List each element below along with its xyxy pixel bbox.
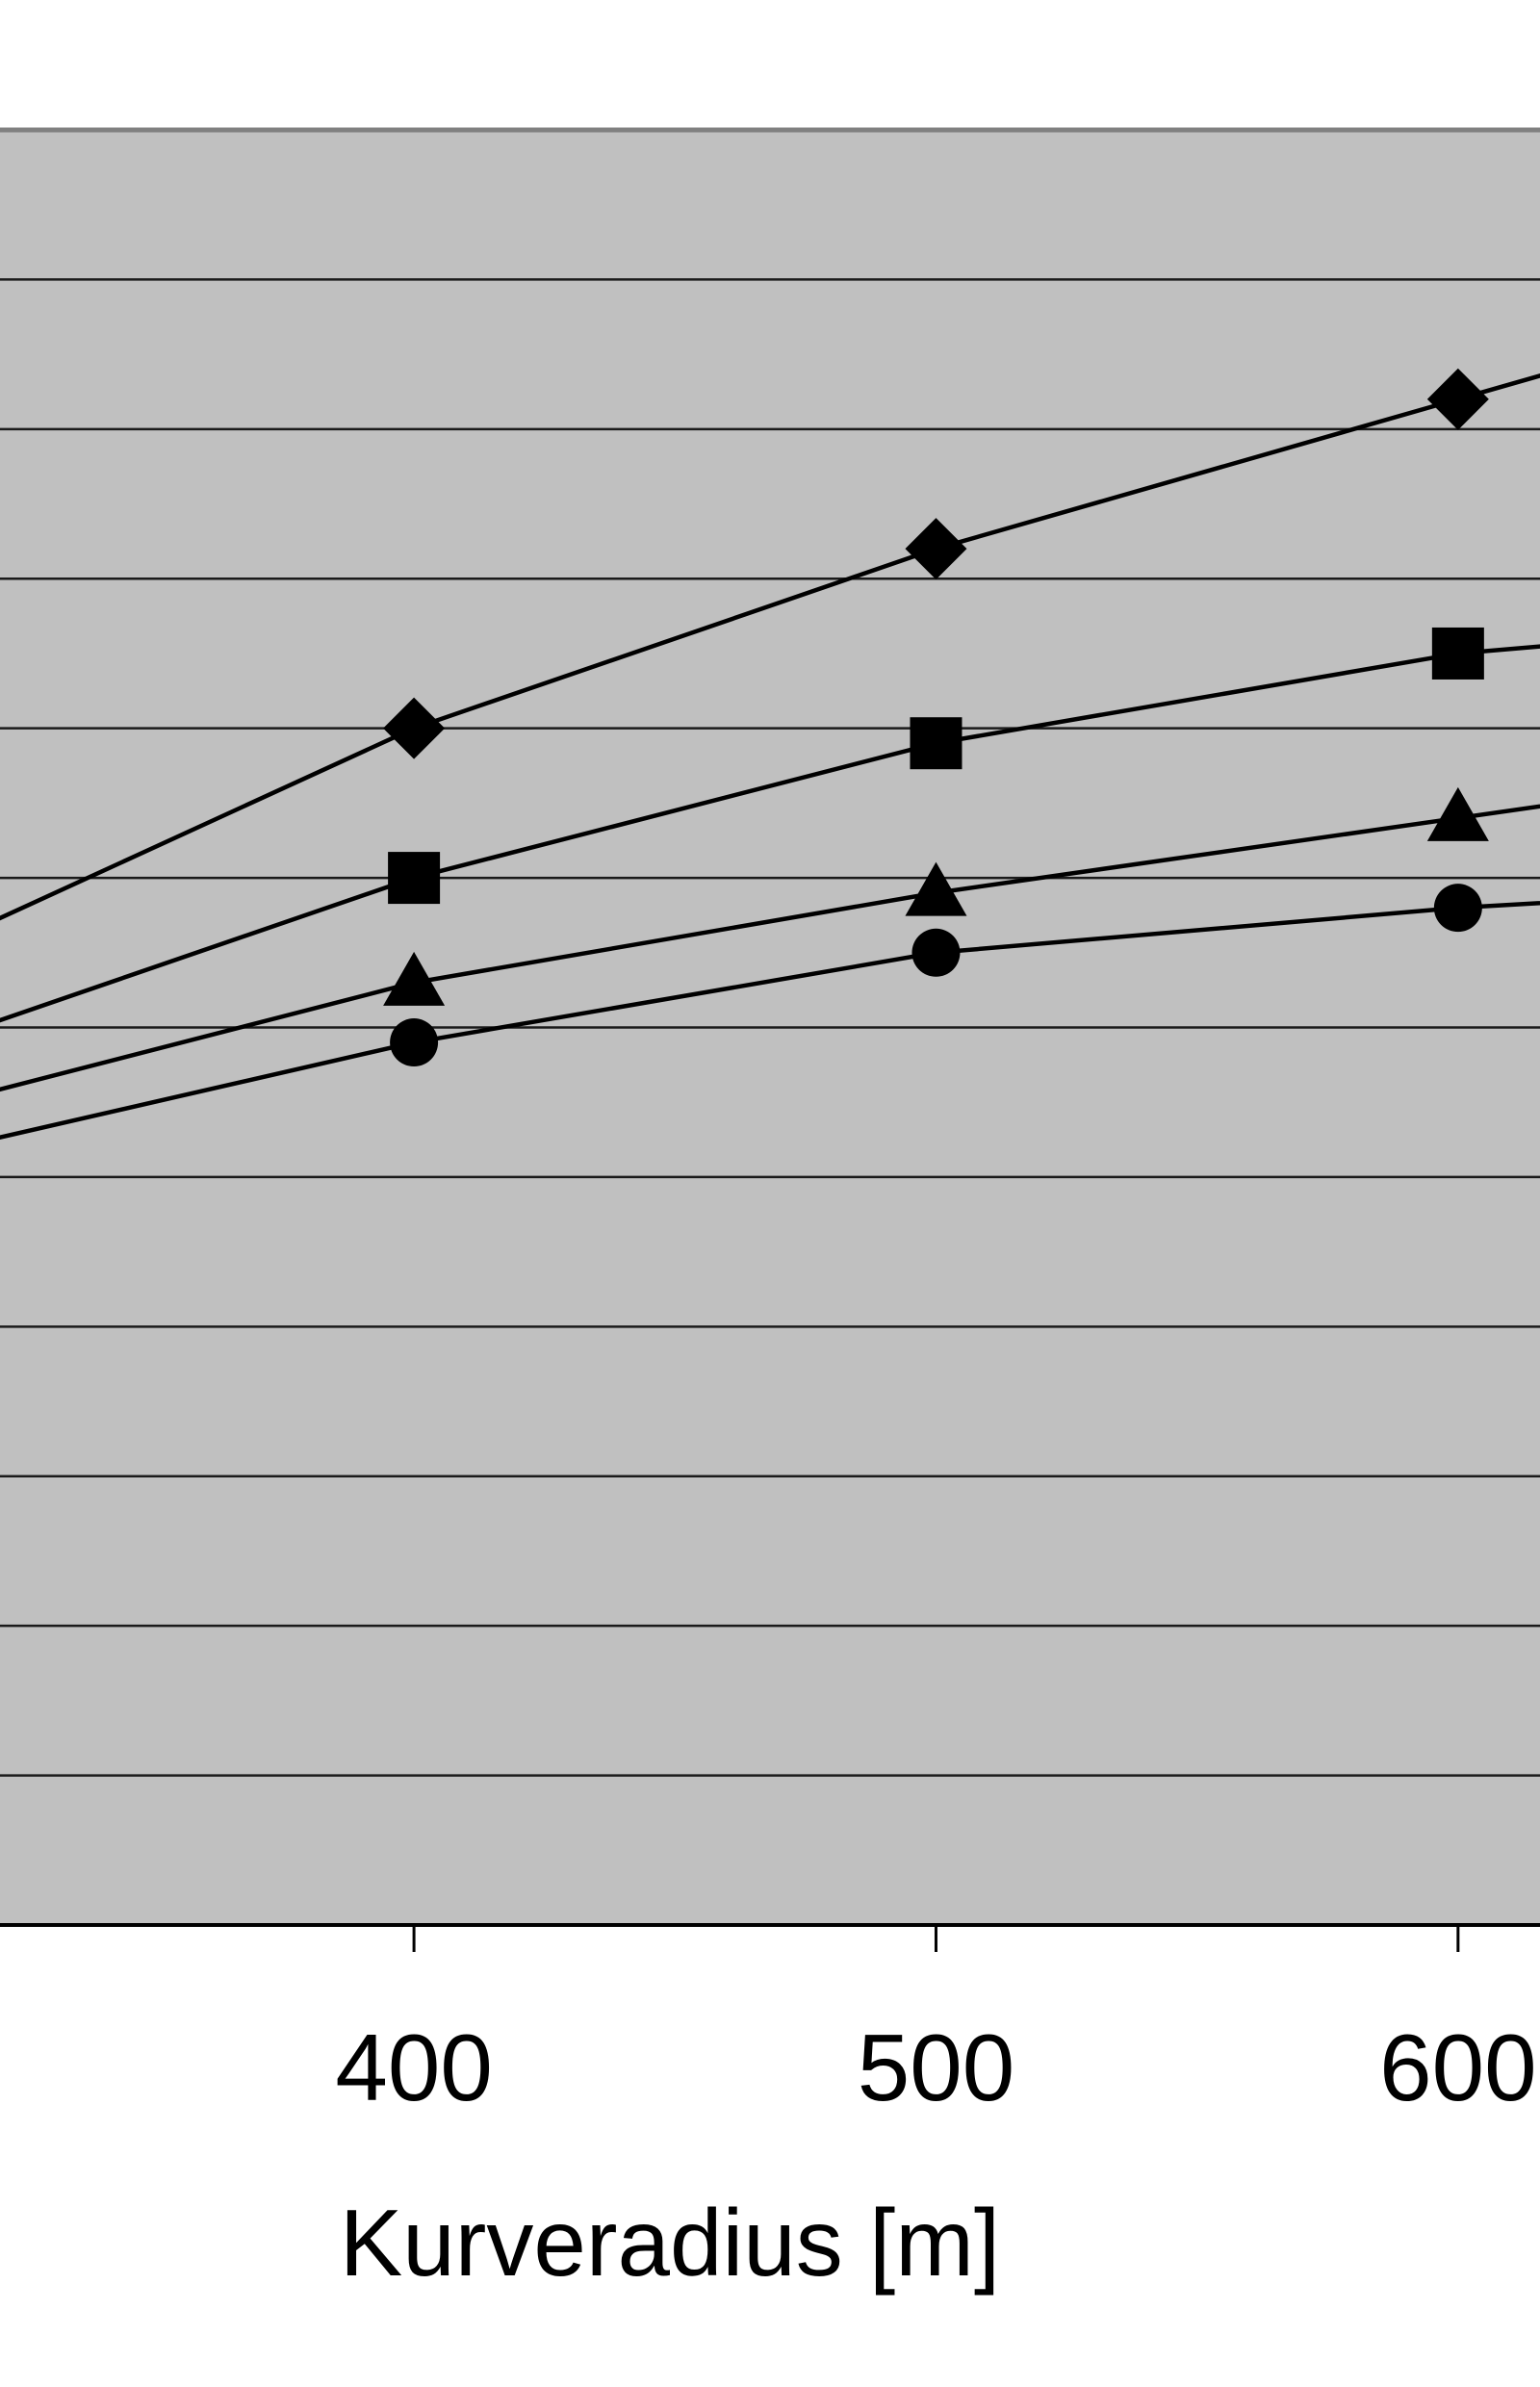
data-point [905,861,967,916]
x-tick-label: 500 [858,2015,1015,2120]
data-point [383,697,446,759]
data-point [1431,627,1484,680]
data-point [911,928,961,977]
data-point [390,1018,439,1067]
data-point [905,518,967,580]
data-point [388,852,441,905]
data-point [1426,368,1489,430]
data-point [910,717,962,770]
data-point [1433,884,1482,933]
data-point [383,951,446,1006]
plot-area [0,127,1540,1927]
data-point [1426,786,1489,841]
x-tick-label: 600 [1379,2015,1537,2120]
x-axis-label: Kurveradius [m] [340,2190,1000,2296]
x-tick-label: 400 [335,2015,493,2120]
